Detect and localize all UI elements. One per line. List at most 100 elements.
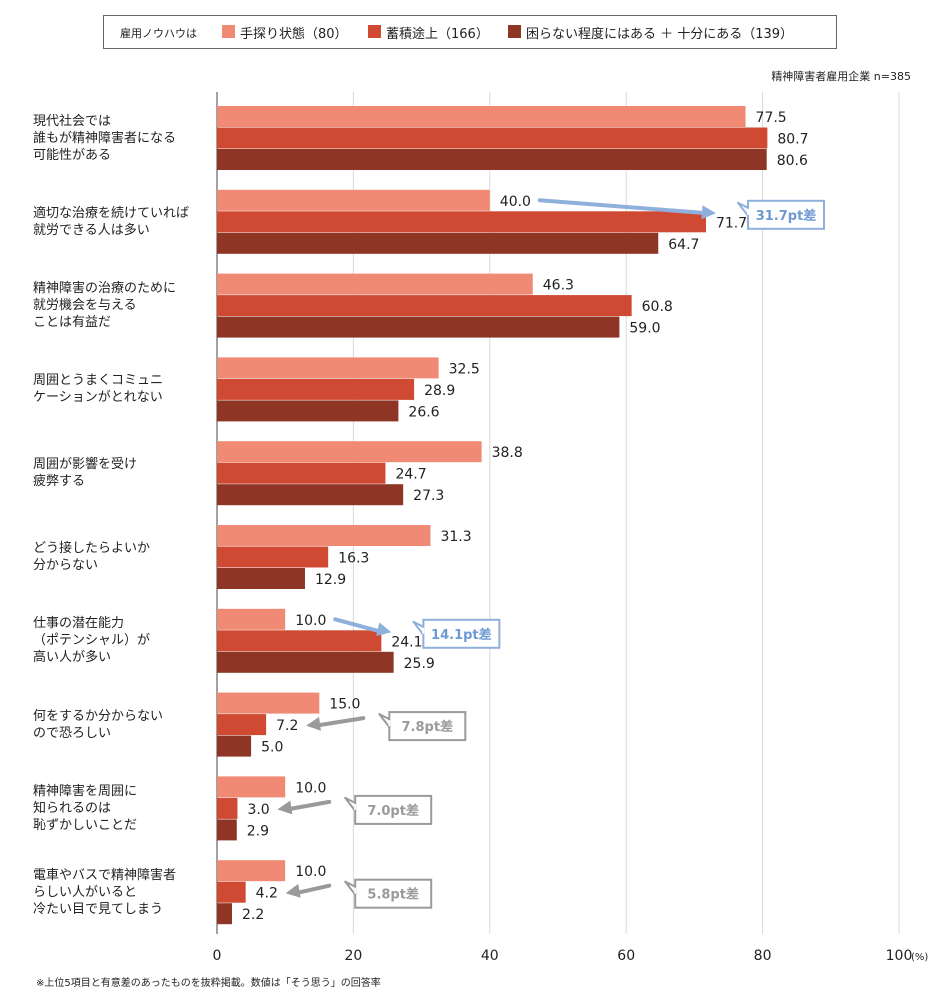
category-label-7-line-1: ので恐ろしい [33,725,112,741]
data-label-s2-c0: 80.6 [777,153,808,169]
category-label-0-line-2: 可能性がある [33,147,112,163]
data-label-s1-c3: 28.9 [424,383,455,399]
annotation-arrow-line-3 [285,799,332,812]
legend-label-1: 蓄積途上（166） [386,27,489,42]
data-label-s2-c6: 25.9 [404,656,435,672]
data-label-s1-c8: 3.0 [247,802,269,818]
data-label-s0-c4: 38.8 [492,445,523,461]
annotation-arrow-head-4 [285,883,301,898]
category-label-2-line-0: 精神障害の治療のために [33,281,177,297]
data-label-s2-c9: 2.2 [242,907,264,923]
annotation-box-4 [354,878,433,909]
category-label-0: 現代社会では 誰もが精神障害者になる 可能性がある [33,113,176,164]
category-label-0-line-1: 誰もが精神障害者になる [33,130,177,146]
annotation-box-0 [746,199,825,230]
category-label-2-line-1: 就労機会を与える [33,298,137,314]
data-label-s0-c0: 77.5 [756,110,787,126]
bar-s2-c7 [217,735,252,757]
data-label-s0-c5: 31.3 [440,529,471,545]
data-label-s2-c3: 26.6 [408,404,439,420]
bar-s1-c3 [217,378,415,400]
annotation-text-3: 7.0pt差 [367,803,419,819]
bar-s0-c3 [217,357,439,379]
x-tick-label-3: 60 [617,948,635,964]
category-label-6-line-2: 高い人が多い [33,650,112,666]
bar-s0-c5 [217,525,431,546]
category-label-6-line-0: 仕事の潜在能力 [33,616,125,632]
category-label-2-line-2: ことは有益だ [33,315,112,331]
sample-note: 精神障害者雇用企業 n=385 [771,70,911,83]
annotation-notch-1 [412,620,425,636]
data-label-s1-c0: 80.7 [777,132,808,148]
data-label-s2-c8: 2.9 [247,823,269,839]
bar-s0-c0 [217,106,746,127]
category-label-3-line-0: 周囲とうまくコミュニ [33,373,164,389]
bar-s2-c9 [217,903,233,925]
annotation-arrow-head-0 [701,205,716,220]
data-label-s1-c1: 71.7 [716,215,747,231]
bar-s1-c1 [217,211,706,233]
category-label-2: 精神障害の治療のために 就労機会を与える ことは有益だ [33,280,176,331]
annotation-box-1 [422,618,501,649]
category-label-4: 周囲が影響を受け 疲弊する [33,456,137,490]
data-label-s1-c2: 60.8 [642,299,673,315]
annotation-box-3 [354,794,433,825]
bar-s2-c2 [217,316,620,338]
category-label-9: 電車やバスで精神障害者 らしい人がいると 冷たい目で見てしまう [33,867,176,918]
data-label-s2-c2: 59.0 [629,321,660,337]
x-unit-label: (%) [911,952,928,963]
x-tick-label-2: 40 [481,948,499,964]
legend-swatch-0 [222,25,235,38]
data-label-s0-c8: 10.0 [295,780,326,796]
bar-s0-c4 [217,441,482,463]
category-label-9-line-0: 電車やバスで精神障害者 [33,867,177,883]
category-label-1-line-0: 適切な治療を続けていれば [33,205,190,221]
legend-title: 雇用ノウハウは [120,27,197,40]
bar-s2-c6 [217,651,394,673]
category-label-8: 精神障害を周囲に 知られるのは 恥ずかしいことだ [33,783,137,834]
bar-s1-c7 [217,714,267,736]
category-label-8-line-1: 知られるのは [33,800,112,816]
data-label-s0-c3: 32.5 [449,361,480,377]
data-label-s0-c6: 10.0 [295,613,326,629]
data-label-s2-c5: 12.9 [315,572,346,588]
bar-s2-c1 [217,232,659,254]
annotation-notch-2 [378,713,391,729]
category-label-1: 適切な治療を続けていれば 就労できる人は多い [33,205,189,239]
data-label-s1-c5: 16.3 [338,551,369,567]
bar-s0-c1 [217,189,490,211]
annotation-box-2 [388,711,467,742]
bar-s2-c8 [217,819,237,841]
category-label-4-line-0: 周囲が影響を受け [33,457,138,473]
data-label-s0-c1: 40.0 [500,194,531,210]
bar-s2-c3 [217,400,399,422]
bar-s1-c0 [217,127,768,149]
bar-s0-c7 [217,692,320,714]
data-label-s2-c7: 5.0 [261,740,283,756]
data-label-s0-c2: 46.3 [543,278,574,294]
data-label-s2-c4: 27.3 [413,488,444,504]
annotation-arrow-head-3 [277,800,293,815]
legend-swatch-1 [368,25,381,38]
x-tick-label-0: 0 [213,948,222,964]
category-label-5: どう接したらよいか 分からない [33,540,150,574]
bar-s1-c4 [217,462,386,484]
category-label-3-line-1: ケーションがとれない [33,390,163,406]
category-label-6: 仕事の潜在能力 （ポテンシャル）が 高い人が多い [33,615,150,666]
annotation-text-2: 7.8pt差 [402,719,454,735]
x-tick-label-4: 80 [754,948,772,964]
category-label-9-line-1: らしい人がいると [33,884,138,900]
bar-s0-c2 [217,273,533,295]
annotation-arrow-line-0 [537,198,710,216]
category-label-8-line-0: 精神障害を周囲に [33,783,138,799]
legend-label-2: 困らない程度にはある ＋ 十分にある（139） [526,27,794,42]
bar-s0-c9 [217,860,286,882]
bar-s1-c5 [217,546,329,568]
bar-s0-c8 [217,776,286,798]
bar-s1-c6 [217,630,382,652]
category-label-5-line-0: どう接したらよいか [33,541,151,556]
category-label-0-line-0: 現代社会では [33,113,112,129]
data-label-s0-c9: 10.0 [295,864,326,880]
annotation-arrow-head-2 [306,716,321,731]
